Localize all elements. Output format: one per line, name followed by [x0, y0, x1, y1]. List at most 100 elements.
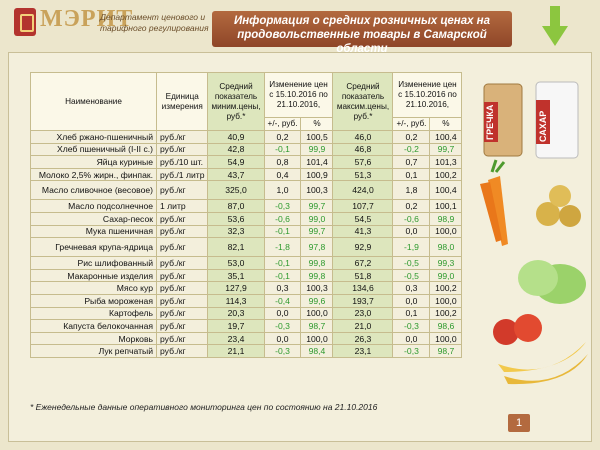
row-delta-max: 0,3: [392, 281, 431, 295]
row-unit: руб./кг: [155, 130, 209, 144]
row-delta-min: -1,8: [263, 237, 302, 258]
row-name: Молоко 2,5% жирн., финпак.: [30, 167, 157, 182]
row-pct-min: 97,8: [300, 237, 334, 258]
row-max: 57,6: [332, 155, 394, 169]
row-unit: руб./кг: [155, 211, 209, 226]
row-delta-max: 0,7: [392, 155, 431, 169]
row-delta-min: -0,3: [263, 199, 302, 213]
row-delta-max: 0,0: [392, 224, 431, 239]
row-unit: руб./кг: [155, 306, 209, 321]
table-row: Хлеб ржано-пшеничный руб./кг 40,9 0,2 100,5 4…: [30, 130, 463, 144]
row-delta-max: -0,6: [392, 211, 431, 226]
table-row: Мясо кур руб./кг 127,9 0,3 100,3 134,6 0,3 100,…: [30, 281, 463, 295]
carrot-icon: [480, 159, 508, 246]
row-delta-min: 0,0: [263, 331, 302, 346]
row-unit: руб./кг: [155, 331, 209, 346]
table-row: Масло сливочное (весовое) руб./кг 325,0 1,0…: [30, 180, 463, 201]
row-delta-min: -0,3: [263, 319, 302, 333]
emblem-icon: [14, 8, 36, 36]
sahar-pack-icon: САХАР: [535, 81, 579, 159]
row-pct-min: 99,6: [300, 293, 334, 308]
col-change-min: Изменение цен с 15.10.2016 по 21.10.2016…: [263, 71, 334, 119]
row-min: 42,8: [207, 142, 265, 157]
row-unit: руб./кг: [155, 281, 209, 295]
row-pct-min: 99,8: [300, 268, 334, 283]
row-delta-min: -0,3: [263, 344, 302, 358]
row-min: 53,6: [207, 211, 265, 226]
row-unit: руб./кг: [155, 319, 209, 333]
row-name: Мука пшеничная: [30, 224, 157, 239]
row-pct-max: 100,4: [429, 130, 463, 144]
table-row: Макаронные изделия руб./кг 35,1 -0,1 99,8 51,…: [30, 268, 463, 283]
row-delta-max: 0,2: [392, 199, 431, 213]
row-delta-max: -1,9: [392, 237, 431, 258]
row-delta-min: -0,1: [263, 256, 302, 270]
row-min: 53,0: [207, 256, 265, 270]
row-delta-max: -0,5: [392, 256, 431, 270]
footnote: * Еженедельные данные оперативного монит…: [30, 402, 378, 412]
col-max: Средний показатель максим.цены, руб.*: [332, 72, 394, 131]
row-pct-min: 100,5: [300, 130, 334, 144]
row-delta-min: -0,1: [263, 142, 302, 157]
row-unit: руб./кг: [155, 224, 209, 239]
row-delta-max: -0,2: [392, 142, 431, 157]
row-min: 87,0: [207, 199, 265, 213]
row-name: Рыба мороженая: [30, 293, 157, 308]
row-pct-min: 99,8: [300, 256, 334, 270]
table-row: Морковь руб./кг 23,4 0,0 100,0 26,3 0,0 100,0: [30, 331, 463, 346]
grocery-illustration: ГРЕЧКА САХАР: [480, 81, 588, 385]
grechka-pack-icon: ГРЕЧКА: [483, 83, 523, 157]
row-delta-min: 0,3: [263, 281, 302, 295]
row-delta-min: 0,0: [263, 306, 302, 321]
row-delta-min: 1,0: [263, 180, 302, 201]
row-pct-min: 100,0: [300, 306, 334, 321]
row-min: 114,3: [207, 293, 265, 308]
row-name: Хлеб пшеничный (I-II с.): [30, 142, 157, 157]
table-row: Масло подсолнечное 1 литр 87,0 -0,3 99,7 107,…: [30, 199, 463, 213]
row-min: 43,7: [207, 167, 265, 182]
col-pct-min: %: [300, 117, 334, 131]
row-delta-max: -0,3: [392, 344, 431, 358]
price-table: Наименование Единица измерения Средний п…: [30, 71, 463, 358]
logo-name: МЭРИТ: [40, 6, 134, 32]
row-pct-max: 100,0: [429, 331, 463, 346]
row-pct-min: 98,7: [300, 319, 334, 333]
col-delta-max: +/-, руб.: [392, 117, 431, 131]
row-delta-max: -0,3: [392, 319, 431, 333]
row-delta-max: 0,0: [392, 293, 431, 308]
row-min: 19,7: [207, 319, 265, 333]
row-delta-max: 0,0: [392, 331, 431, 346]
row-pct-max: 100,4: [429, 180, 463, 201]
page-number: 1: [508, 414, 530, 432]
row-min: 40,9: [207, 130, 265, 144]
row-pct-max: 98,6: [429, 319, 463, 333]
row-name: Масло подсолнечное: [30, 199, 157, 213]
row-delta-min: -0,1: [263, 268, 302, 283]
row-max: 92,9: [332, 237, 394, 258]
row-unit: руб./кг: [155, 180, 209, 201]
row-pct-max: 100,2: [429, 281, 463, 295]
page-title: Информация о средних розничных ценах на …: [212, 11, 512, 55]
row-pct-max: 100,2: [429, 306, 463, 321]
row-name: Картофель: [30, 306, 157, 321]
row-max: 51,3: [332, 167, 394, 182]
row-min: 21,1: [207, 344, 265, 358]
row-pct-min: 99,7: [300, 224, 334, 239]
row-name: Рис шлифованный: [30, 256, 157, 270]
sahar-label: САХАР: [538, 111, 548, 142]
col-unit: Единица измерения: [155, 72, 209, 131]
row-max: 107,7: [332, 199, 394, 213]
row-name: Сахар-песок: [30, 211, 157, 226]
row-pct-min: 99,0: [300, 211, 334, 226]
row-max: 46,0: [332, 130, 394, 144]
row-min: 35,1: [207, 268, 265, 283]
logo-subtitle: Департамент ценового и тарифного регулир…: [100, 12, 209, 33]
row-delta-max: -0,5: [392, 268, 431, 283]
col-name: Наименование: [30, 72, 157, 131]
row-max: 41,3: [332, 224, 394, 239]
row-unit: руб./кг: [155, 268, 209, 283]
row-pct-max: 100,0: [429, 293, 463, 308]
row-unit: 1 литр: [155, 199, 209, 213]
row-delta-max: 1,8: [392, 180, 431, 201]
